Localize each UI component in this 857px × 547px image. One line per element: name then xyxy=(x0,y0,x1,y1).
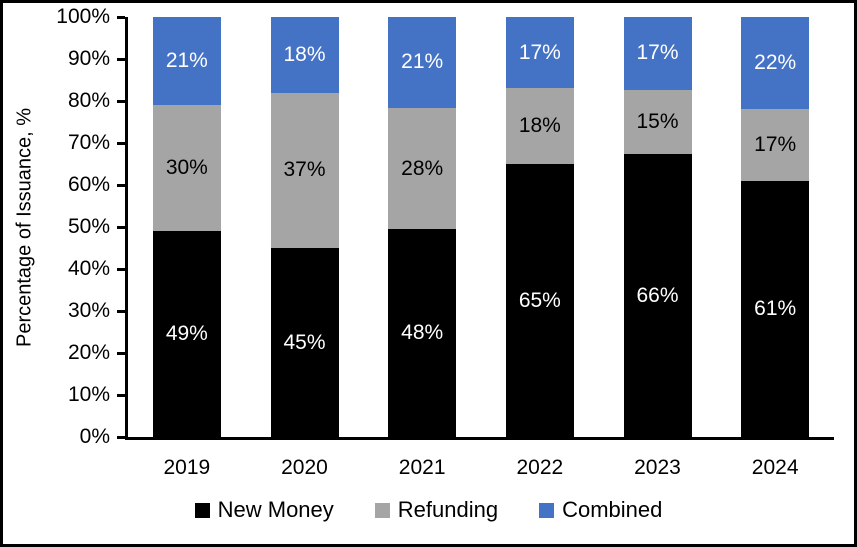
bar-2021: 48% 28% 21% xyxy=(388,17,457,437)
bar-segment-label: 48% xyxy=(401,321,444,345)
y-axis-tick-label: 30% xyxy=(67,299,110,322)
bar-segment-combined: 21% xyxy=(152,17,221,106)
y-axis-tick xyxy=(117,99,125,103)
bar-segment-combined: 21% xyxy=(388,17,457,108)
x-axis-label-2020: 2020 xyxy=(281,456,328,479)
bar-2023: 66% 15% 17% xyxy=(623,17,692,437)
bar-segment-new-money: 66% xyxy=(623,154,692,437)
bar-segment-label: 18% xyxy=(283,42,326,66)
y-axis-title: Percentage of Issuance, % xyxy=(13,107,36,347)
x-axis-label-2023: 2023 xyxy=(634,456,681,479)
bar-segment-label: 30% xyxy=(165,156,208,180)
legend: New Money Refunding Combined xyxy=(3,496,854,524)
y-axis-tick xyxy=(117,225,125,229)
x-axis-label-2021: 2021 xyxy=(398,456,446,479)
bar-segment-combined: 18% xyxy=(270,17,339,93)
legend-item-combined: Combined xyxy=(539,497,662,523)
bar-segment-label: 21% xyxy=(165,49,208,73)
y-axis-tick-label: 80% xyxy=(67,89,110,112)
bar-segment-label: 17% xyxy=(518,40,561,64)
y-axis-tick-label: 10% xyxy=(67,383,110,406)
y-axis-tick xyxy=(117,57,125,61)
legend-item-new-money: New Money xyxy=(194,497,334,523)
y-axis-tick-label: 50% xyxy=(67,215,110,238)
bar-2019: 49% 30% 21% xyxy=(152,17,221,437)
y-axis-tick xyxy=(117,15,125,19)
x-axis-label-2024: 2024 xyxy=(751,456,799,479)
bar-segment-refunding: 30% xyxy=(152,105,221,232)
x-axis-label-2022: 2022 xyxy=(516,456,564,479)
legend-item-refunding: Refunding xyxy=(374,497,499,523)
bar-segment-label: 15% xyxy=(636,110,679,134)
legend-label: Refunding xyxy=(397,497,499,522)
y-axis-tick-label: 60% xyxy=(67,173,110,196)
bar-segment-combined: 22% xyxy=(741,17,810,110)
y-axis-tick-label: 0% xyxy=(79,425,110,448)
bar-segment-label: 45% xyxy=(283,330,326,354)
bar-2024: 61% 17% 22% xyxy=(741,17,810,437)
y-axis-tick xyxy=(117,309,125,313)
bar-segment-new-money: 48% xyxy=(388,229,457,437)
y-axis-tick xyxy=(117,393,125,397)
bar-segment-label: 37% xyxy=(283,158,326,182)
bar-segment-refunding: 37% xyxy=(270,92,339,248)
bar-segment-combined: 17% xyxy=(505,17,574,89)
y-axis-tick xyxy=(117,435,125,439)
y-axis-tick-label: 100% xyxy=(56,5,110,28)
bar-segment-refunding: 15% xyxy=(623,89,692,155)
legend-swatch-new-money xyxy=(194,502,210,518)
bar-segment-label: 49% xyxy=(165,322,208,346)
bar-segment-label: 28% xyxy=(401,156,444,180)
y-axis-tick-label: 40% xyxy=(67,257,110,280)
bar-segment-label: 17% xyxy=(636,41,679,65)
bar-2022: 65% 18% 17% xyxy=(505,17,574,437)
bar-segment-new-money: 65% xyxy=(505,164,574,437)
bar-segment-new-money: 49% xyxy=(152,231,221,437)
bar-segment-refunding: 18% xyxy=(505,88,574,164)
legend-label: Combined xyxy=(562,497,663,522)
y-axis-tick-label: 20% xyxy=(67,341,110,364)
y-axis-tick-label: 90% xyxy=(67,47,110,70)
y-axis-tick-label: 70% xyxy=(67,131,110,154)
bar-segment-combined: 17% xyxy=(623,17,692,90)
bar-segment-label: 22% xyxy=(754,51,797,75)
bar-segment-refunding: 28% xyxy=(388,107,457,230)
bar-segment-new-money: 45% xyxy=(270,248,339,437)
y-axis-tick xyxy=(117,351,125,355)
bar-segment-label: 21% xyxy=(401,50,444,74)
plot-area: 100% 90% 80% 70% 60% 50% 40% 30% 20% 10% 0% 49% 30% 2… xyxy=(56,5,834,479)
y-axis-tick xyxy=(117,141,125,145)
y-axis-tick xyxy=(117,183,125,187)
bar-segment-new-money: 61% xyxy=(741,180,810,437)
bar-segment-label: 65% xyxy=(518,288,561,312)
x-axis-label-2019: 2019 xyxy=(163,456,211,479)
legend-label: New Money xyxy=(217,497,334,522)
bar-segment-label: 66% xyxy=(636,283,679,307)
legend-swatch-combined xyxy=(539,502,555,518)
bar-2020: 45% 37% 18% xyxy=(270,17,339,437)
bar-segment-refunding: 17% xyxy=(741,109,810,181)
legend-swatch-refunding xyxy=(374,502,390,518)
bar-segment-label: 17% xyxy=(754,133,797,157)
bar-segment-label: 61% xyxy=(754,296,797,320)
y-axis-tick xyxy=(117,267,125,271)
bar-segment-label: 18% xyxy=(518,114,561,138)
